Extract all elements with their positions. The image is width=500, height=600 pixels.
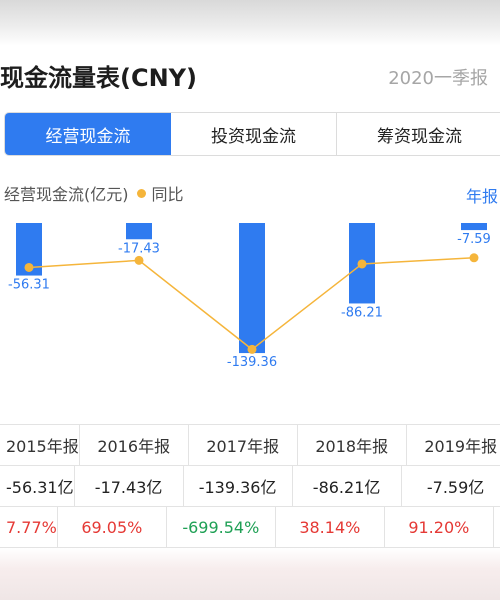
table-header-row: 2015年报 2016年报 2017年报 2018年报 2019年报 — [0, 425, 500, 466]
cashflow-chart: -56.31 -17.43 -139.36 -86.21 -7.59 — [8, 223, 491, 370]
bar-data-label: -7.59 — [457, 232, 491, 247]
yoy-point — [24, 262, 34, 272]
table-yoy-cell: 91.20% — [385, 507, 494, 547]
table-yoy-cell: 38.14% — [276, 507, 385, 547]
table-header-cell: 2015年报 — [0, 425, 80, 465]
table-value-cell: -7.59亿 — [402, 466, 500, 506]
table-value-cell: -17.43亿 — [75, 466, 184, 506]
table-header-cell: 2017年报 — [189, 425, 298, 465]
yoy-point — [134, 255, 144, 265]
bar-mark — [126, 223, 152, 240]
bottom-fade — [0, 548, 500, 600]
cashflow-tabs: 经营现金流 投资现金流 筹资现金流 — [4, 112, 500, 156]
yoy-point — [357, 259, 367, 269]
bar-mark — [239, 223, 265, 354]
legend-line-dot — [136, 188, 146, 198]
yoy-point — [247, 344, 257, 354]
table-header-cell: 2018年报 — [298, 425, 407, 465]
table-value-cell: -139.36亿 — [184, 466, 293, 506]
table-yoy-cell: 69.05% — [58, 507, 167, 547]
annual-report-toggle[interactable]: 年报 — [465, 187, 498, 206]
legend-line-label: 同比 — [151, 185, 184, 204]
legend-bar-label: 经营现金流(亿元) — [4, 185, 129, 204]
top-fade — [0, 0, 500, 46]
tab-financing-cashflow[interactable]: 筹资现金流 — [337, 113, 500, 155]
bar-data-label: -86.21 — [341, 305, 383, 320]
page-title: 现金流量表(CNY) — [0, 64, 198, 92]
bar-data-label: -56.31 — [8, 278, 50, 293]
data-table: 2015年报 2016年报 2017年报 2018年报 2019年报 -56.3… — [0, 424, 500, 548]
table-value-cell: -86.21亿 — [293, 466, 402, 506]
bar-mark — [461, 223, 487, 231]
table-value-cell: -56.31亿 — [0, 466, 75, 506]
table-yoy-cell: -699.54% — [167, 507, 276, 547]
tab-investing-cashflow[interactable]: 投资现金流 — [171, 113, 337, 155]
yoy-point — [469, 253, 479, 263]
table-header-cell: 2016年报 — [80, 425, 189, 465]
table-yoy-cell: 7.77% — [0, 507, 58, 547]
table-row-values: -56.31亿 -17.43亿 -139.36亿 -86.21亿 -7.59亿 — [0, 466, 500, 507]
table-row-yoy: 7.77% 69.05% -699.54% 38.14% 91.20% — [0, 507, 500, 548]
bar-data-label: -17.43 — [118, 241, 160, 256]
bar-data-label: -139.36 — [227, 355, 277, 370]
report-period-selector[interactable]: 2020一季报 — [388, 68, 488, 89]
table-header-cell: 2019年报 — [407, 425, 500, 465]
tab-operating-cashflow[interactable]: 经营现金流 — [5, 113, 171, 155]
chart-legend: 经营现金流(亿元) 同比 — [4, 183, 184, 204]
